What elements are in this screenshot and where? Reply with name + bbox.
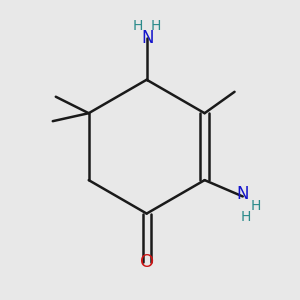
Text: N: N bbox=[236, 185, 249, 203]
Text: O: O bbox=[140, 253, 154, 271]
Text: N: N bbox=[141, 29, 154, 47]
Text: H: H bbox=[241, 209, 251, 224]
Text: H: H bbox=[251, 200, 261, 214]
Text: H: H bbox=[133, 19, 143, 33]
Text: H: H bbox=[151, 19, 161, 33]
